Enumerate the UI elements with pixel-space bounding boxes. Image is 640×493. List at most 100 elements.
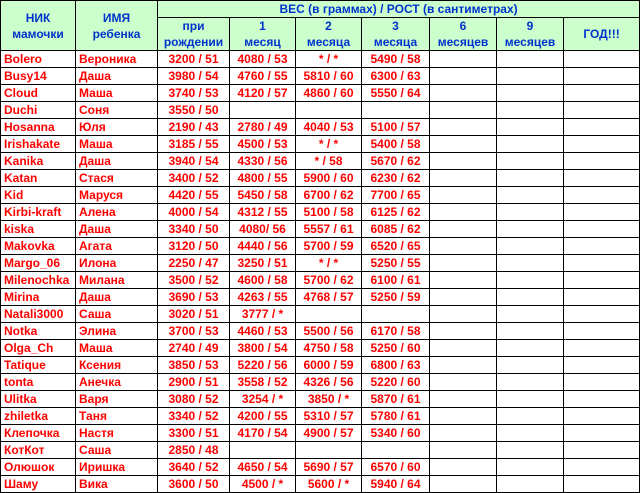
- measurement-cell[interactable]: 5220 / 56: [229, 356, 296, 374]
- measurement-cell[interactable]: 3340 / 52: [157, 407, 230, 425]
- measurement-cell[interactable]: 5670 / 62: [361, 152, 430, 170]
- measurement-cell[interactable]: [429, 288, 497, 306]
- measurement-cell[interactable]: [429, 305, 497, 323]
- measurement-cell[interactable]: [429, 237, 497, 255]
- measurement-cell[interactable]: * / *: [295, 135, 362, 153]
- nick-cell[interactable]: Клепочка: [0, 424, 76, 442]
- measurement-cell[interactable]: 4120 / 57: [229, 84, 296, 102]
- measurement-cell[interactable]: [429, 135, 497, 153]
- measurement-cell[interactable]: 2850 / 48: [157, 441, 230, 459]
- measurement-cell[interactable]: [562, 407, 640, 425]
- measurement-cell[interactable]: 3850 / 53: [157, 356, 230, 374]
- measurement-cell[interactable]: [429, 390, 497, 408]
- measurement-cell[interactable]: 5900 / 60: [295, 169, 362, 187]
- measurement-cell[interactable]: 4650 / 54: [229, 458, 296, 476]
- nick-cell[interactable]: Duchi: [0, 101, 76, 119]
- measurement-cell[interactable]: 5870 / 61: [361, 390, 430, 408]
- measurement-cell[interactable]: [496, 101, 564, 119]
- period-header-2-months[interactable]: 2 месяца: [295, 17, 362, 51]
- measurement-cell[interactable]: [496, 288, 564, 306]
- child-name-cell[interactable]: Маша: [75, 339, 158, 357]
- measurement-cell[interactable]: 3120 / 50: [157, 237, 230, 255]
- weight-height-header[interactable]: ВЕС (в граммах) / РОСТ (в сантиметрах): [156, 0, 640, 18]
- measurement-cell[interactable]: [562, 322, 640, 340]
- nick-cell[interactable]: Шаму: [0, 475, 76, 493]
- measurement-cell[interactable]: 6300 / 63: [361, 67, 430, 85]
- measurement-cell[interactable]: [562, 373, 640, 391]
- measurement-cell[interactable]: 4900 / 57: [295, 424, 362, 442]
- measurement-cell[interactable]: [496, 322, 564, 340]
- child-name-cell[interactable]: Юля: [75, 118, 158, 136]
- measurement-cell[interactable]: [429, 186, 497, 204]
- measurement-cell[interactable]: 6100 / 61: [361, 271, 430, 289]
- measurement-cell[interactable]: [496, 339, 564, 357]
- measurement-cell[interactable]: 5700 / 62: [295, 271, 362, 289]
- measurement-cell[interactable]: [429, 118, 497, 136]
- measurement-cell[interactable]: [496, 271, 564, 289]
- period-header-year[interactable]: ГОД!!!: [562, 17, 640, 51]
- measurement-cell[interactable]: [496, 458, 564, 476]
- measurement-cell[interactable]: [496, 475, 564, 493]
- measurement-cell[interactable]: 4080 / 53: [229, 50, 296, 68]
- measurement-cell[interactable]: 3640 / 52: [157, 458, 230, 476]
- child-header[interactable]: ИМЯ ребенка: [75, 0, 158, 51]
- measurement-cell[interactable]: [496, 390, 564, 408]
- measurement-cell[interactable]: 4750 / 58: [295, 339, 362, 357]
- measurement-cell[interactable]: 3690 / 53: [157, 288, 230, 306]
- nick-cell[interactable]: Kid: [0, 186, 76, 204]
- measurement-cell[interactable]: [562, 475, 640, 493]
- child-name-cell[interactable]: Агата: [75, 237, 158, 255]
- child-name-cell[interactable]: Вероника: [75, 50, 158, 68]
- measurement-cell[interactable]: 3980 / 54: [157, 67, 230, 85]
- measurement-cell[interactable]: 3020 / 51: [157, 305, 230, 323]
- measurement-cell[interactable]: 4500 / 53: [229, 135, 296, 153]
- measurement-cell[interactable]: [562, 203, 640, 221]
- measurement-cell[interactable]: [562, 152, 640, 170]
- measurement-cell[interactable]: 4768 / 57: [295, 288, 362, 306]
- measurement-cell[interactable]: 5490 / 58: [361, 50, 430, 68]
- measurement-cell[interactable]: [562, 101, 640, 119]
- period-header-1-month[interactable]: 1 месяц: [229, 17, 296, 51]
- measurement-cell[interactable]: 3558 / 52: [229, 373, 296, 391]
- child-name-cell[interactable]: Вика: [75, 475, 158, 493]
- child-name-cell[interactable]: Ксения: [75, 356, 158, 374]
- child-name-cell[interactable]: Алена: [75, 203, 158, 221]
- measurement-cell[interactable]: 5557 / 61: [295, 220, 362, 238]
- child-name-cell[interactable]: Настя: [75, 424, 158, 442]
- measurement-cell[interactable]: 3250 / 51: [229, 254, 296, 272]
- measurement-cell[interactable]: [496, 220, 564, 238]
- measurement-cell[interactable]: 6700 / 62: [295, 186, 362, 204]
- child-name-cell[interactable]: Иришка: [75, 458, 158, 476]
- nick-cell[interactable]: kiska: [0, 220, 76, 238]
- measurement-cell[interactable]: 6230 / 62: [361, 169, 430, 187]
- measurement-cell[interactable]: [562, 305, 640, 323]
- nick-cell[interactable]: Kanika: [0, 152, 76, 170]
- measurement-cell[interactable]: 3777 / *: [229, 305, 296, 323]
- measurement-cell[interactable]: [295, 305, 362, 323]
- measurement-cell[interactable]: [429, 220, 497, 238]
- measurement-cell[interactable]: 2740 / 49: [157, 339, 230, 357]
- measurement-cell[interactable]: [229, 441, 296, 459]
- measurement-cell[interactable]: [496, 407, 564, 425]
- nick-cell[interactable]: Ulitka: [0, 390, 76, 408]
- period-header-birth[interactable]: при рождении: [157, 17, 230, 51]
- measurement-cell[interactable]: [496, 356, 564, 374]
- child-name-cell[interactable]: Саша: [75, 305, 158, 323]
- measurement-cell[interactable]: 3940 / 54: [157, 152, 230, 170]
- measurement-cell[interactable]: [562, 271, 640, 289]
- measurement-cell[interactable]: 2190 / 43: [157, 118, 230, 136]
- measurement-cell[interactable]: 5100 / 57: [361, 118, 430, 136]
- measurement-cell[interactable]: 3185 / 55: [157, 135, 230, 153]
- measurement-cell[interactable]: 2250 / 47: [157, 254, 230, 272]
- measurement-cell[interactable]: 5550 / 64: [361, 84, 430, 102]
- measurement-cell[interactable]: [562, 186, 640, 204]
- measurement-cell[interactable]: [429, 339, 497, 357]
- measurement-cell[interactable]: 5250 / 59: [361, 288, 430, 306]
- measurement-cell[interactable]: 6085 / 62: [361, 220, 430, 238]
- measurement-cell[interactable]: [361, 441, 430, 459]
- child-name-cell[interactable]: Даша: [75, 220, 158, 238]
- measurement-cell[interactable]: * / *: [295, 254, 362, 272]
- measurement-cell[interactable]: 4460 / 53: [229, 322, 296, 340]
- measurement-cell[interactable]: [562, 458, 640, 476]
- measurement-cell[interactable]: [429, 458, 497, 476]
